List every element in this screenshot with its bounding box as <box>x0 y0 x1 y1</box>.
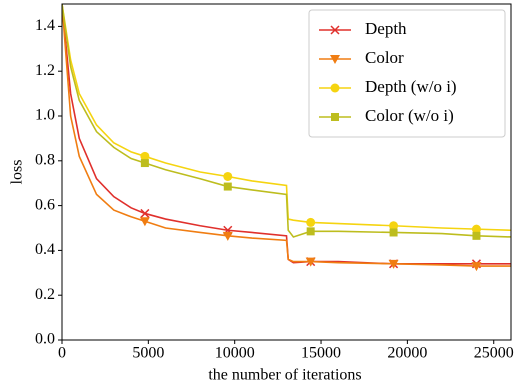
y-tick-label: 1.2 <box>35 62 55 79</box>
marker <box>472 231 481 240</box>
marker <box>389 221 399 231</box>
series-line <box>62 4 511 232</box>
plot <box>62 4 511 272</box>
legend-marker <box>330 25 340 35</box>
legend-box <box>308 9 506 138</box>
marker <box>471 262 482 272</box>
marker <box>140 159 149 168</box>
x-tick-label: 15000 <box>301 345 341 362</box>
y-tick-label: 1.4 <box>35 17 55 34</box>
plot-frame <box>61 3 512 341</box>
x-tick-label: 5000 <box>132 345 164 362</box>
y-tick-label: 0.0 <box>35 331 55 348</box>
legend-label: Depth <box>365 19 407 38</box>
y-tick-label: 0.4 <box>35 241 55 258</box>
y-tick-label: 0.8 <box>35 151 55 168</box>
y-tick-label: 1.0 <box>35 107 55 124</box>
legend-marker <box>330 55 340 64</box>
marker <box>306 217 316 227</box>
marker <box>471 224 481 234</box>
marker <box>140 208 150 218</box>
x-tick-label: 10000 <box>215 345 255 362</box>
y-tick-label: 0.6 <box>35 196 55 213</box>
x-axis-label: the number of iterations <box>208 367 361 384</box>
legend-label: Depth (w/o i) <box>365 77 457 96</box>
y-tick-label: 0.2 <box>35 286 55 303</box>
series-line <box>62 4 511 267</box>
marker <box>223 182 232 191</box>
marker <box>306 227 315 236</box>
x-tick-label: 20000 <box>387 345 427 362</box>
series-line <box>62 4 511 238</box>
marker <box>305 257 316 267</box>
legend-marker <box>330 83 340 93</box>
marker <box>140 151 150 161</box>
legend-label: Color <box>365 48 404 67</box>
x-tick-label: 25000 <box>474 345 514 362</box>
marker <box>223 171 233 181</box>
marker <box>139 217 150 227</box>
y-axis-label: loss <box>9 160 26 185</box>
marker <box>388 259 399 269</box>
marker <box>222 231 233 241</box>
x-tick-label: 0 <box>58 345 66 362</box>
marker <box>389 228 398 237</box>
legend-marker <box>331 113 339 121</box>
legend-label: Color (w/o i) <box>365 106 454 125</box>
